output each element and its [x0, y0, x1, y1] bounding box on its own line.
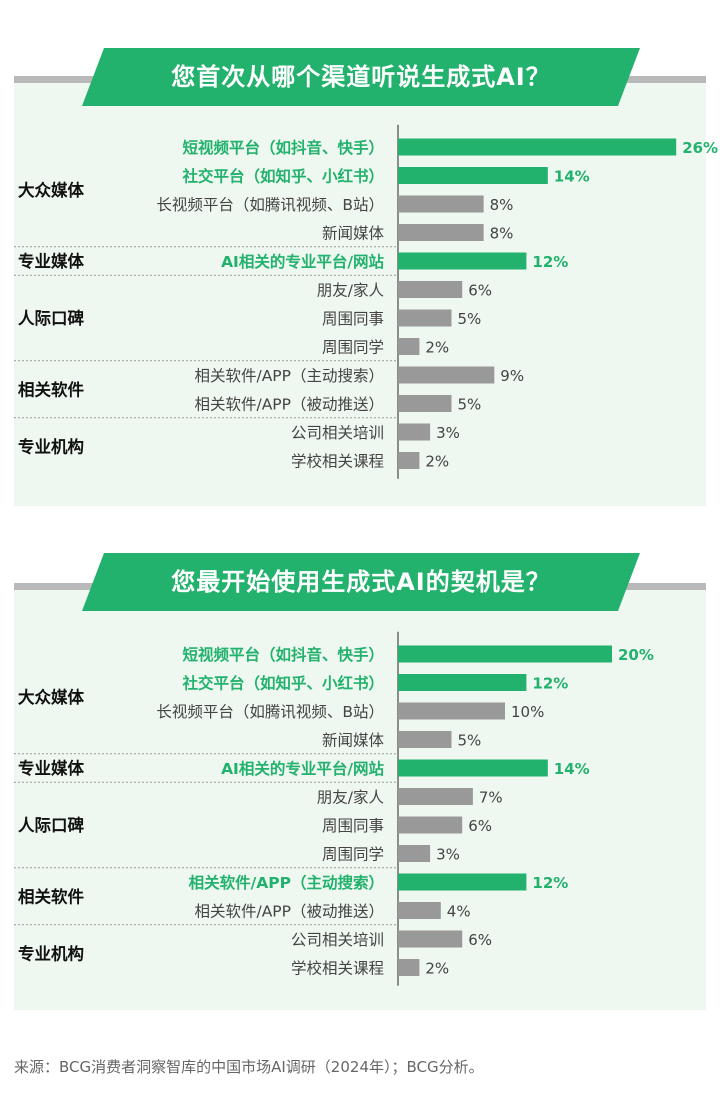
chart1-bar-chart: 短视频平台（如抖音、快手） 26% 社交平台（如知乎、小红书） 14% 长视频平台（如腾…	[14, 124, 718, 479]
bar-label: 短视频平台（如抖音、快手）	[182, 138, 384, 157]
bar-value-label: 10%	[511, 703, 544, 721]
bar	[398, 195, 484, 213]
bar	[398, 366, 495, 384]
group-label: 相关软件	[18, 379, 85, 399]
bar	[398, 731, 452, 748]
bar	[398, 759, 548, 777]
bar-label: 周围同学	[322, 339, 384, 357]
bar-value-label: 5%	[458, 310, 482, 328]
bar-value-label: 5%	[458, 732, 482, 750]
bar-value-label: 9%	[500, 367, 524, 385]
bar-label: 新闻媒体	[322, 225, 385, 243]
bar	[398, 645, 612, 663]
bar	[398, 423, 431, 441]
bar-label: 公司相关培训	[291, 424, 384, 442]
bar-label: 朋友/家人	[317, 282, 384, 300]
bar-value-label: 12%	[532, 874, 568, 892]
bar	[398, 224, 484, 241]
bar-label: 学校相关课程	[291, 960, 384, 978]
chart2-bar-chart: 短视频平台（如抖音、快手） 20% 社交平台（如知乎、小红书） 12% 长视频平台（如腾…	[14, 631, 654, 986]
group-label: 人际口碑	[18, 815, 85, 835]
bar-label: AI相关的专业平台/网站	[221, 252, 384, 271]
bar-value-label: 2%	[425, 960, 449, 978]
bar-value-label: 12%	[532, 253, 568, 271]
bar-value-label: 6%	[468, 931, 492, 949]
source-note: 来源：BCG消费者洞察智库的中国市场AI调研（2024年）；BCG分析。	[14, 1058, 484, 1076]
bar-label: 新闻媒体	[322, 732, 385, 750]
bar-label: 周围同学	[322, 846, 384, 864]
group-label: 专业机构	[18, 943, 84, 963]
bar	[398, 338, 420, 355]
bar-label: 朋友/家人	[317, 789, 384, 807]
bar-value-label: 3%	[436, 424, 460, 442]
bar-value-label: 7%	[479, 789, 503, 807]
bar-value-label: 20%	[618, 646, 654, 664]
bar-label: 相关软件/APP（主动搜索）	[189, 873, 384, 892]
bar-value-label: 6%	[468, 817, 492, 835]
bar-label: 相关软件/APP（主动搜索）	[194, 367, 384, 385]
bar-value-label: 8%	[490, 196, 514, 214]
bar-label: 周围同事	[322, 817, 384, 835]
bar	[398, 845, 431, 862]
bar-label: 公司相关培训	[291, 931, 384, 949]
group-label: 专业媒体	[18, 251, 85, 271]
bar-value-label: 2%	[425, 339, 449, 357]
bar-value-label: 14%	[554, 168, 590, 186]
bar-label: 相关软件/APP（被动推送）	[194, 903, 384, 921]
bar	[398, 816, 463, 834]
bar-value-label: 8%	[490, 225, 514, 243]
group-label: 专业机构	[18, 436, 84, 456]
group-label: 专业媒体	[18, 758, 85, 778]
bar-label: 学校相关课程	[291, 453, 384, 471]
bar-value-label: 4%	[447, 903, 471, 921]
chart2-title: 您最开始使用生成式AI的契机是？	[82, 553, 640, 611]
bar	[398, 930, 463, 948]
bar	[398, 138, 677, 156]
bar-label: 长视频平台（如腾讯视频、B站）	[156, 196, 384, 214]
bar-label: AI相关的专业平台/网站	[221, 759, 384, 778]
bar	[398, 167, 548, 184]
bar	[398, 902, 441, 919]
bar-value-label: 14%	[554, 760, 590, 778]
bar-label: 周围同事	[322, 310, 384, 328]
bar	[398, 674, 527, 691]
chart1-title: 您首次从哪个渠道听说生成式AI？	[82, 48, 640, 106]
bar	[398, 959, 420, 976]
bar	[398, 702, 505, 720]
bar-value-label: 3%	[436, 846, 460, 864]
bar-label: 相关软件/APP（被动推送）	[194, 396, 384, 414]
group-label: 大众媒体	[18, 180, 85, 200]
bar-label: 社交平台（如知乎、小红书）	[181, 167, 384, 186]
bar	[398, 309, 452, 327]
group-label: 人际口碑	[18, 308, 85, 328]
bar	[398, 281, 463, 298]
bar	[398, 873, 527, 891]
bar	[398, 252, 527, 270]
bar-label: 长视频平台（如腾讯视频、B站）	[156, 703, 384, 721]
bar	[398, 788, 473, 805]
bar-value-label: 2%	[425, 453, 449, 471]
bar-label: 社交平台（如知乎、小红书）	[181, 674, 384, 693]
bar-value-label: 5%	[458, 396, 482, 414]
group-label: 相关软件	[18, 886, 85, 906]
bar-label: 短视频平台（如抖音、快手）	[182, 645, 384, 664]
bar-value-label: 6%	[468, 282, 492, 300]
bar	[398, 452, 420, 469]
group-label: 大众媒体	[18, 687, 85, 707]
bar-value-label: 12%	[532, 675, 568, 693]
bar-value-label: 26%	[682, 139, 718, 157]
bar	[398, 395, 452, 412]
